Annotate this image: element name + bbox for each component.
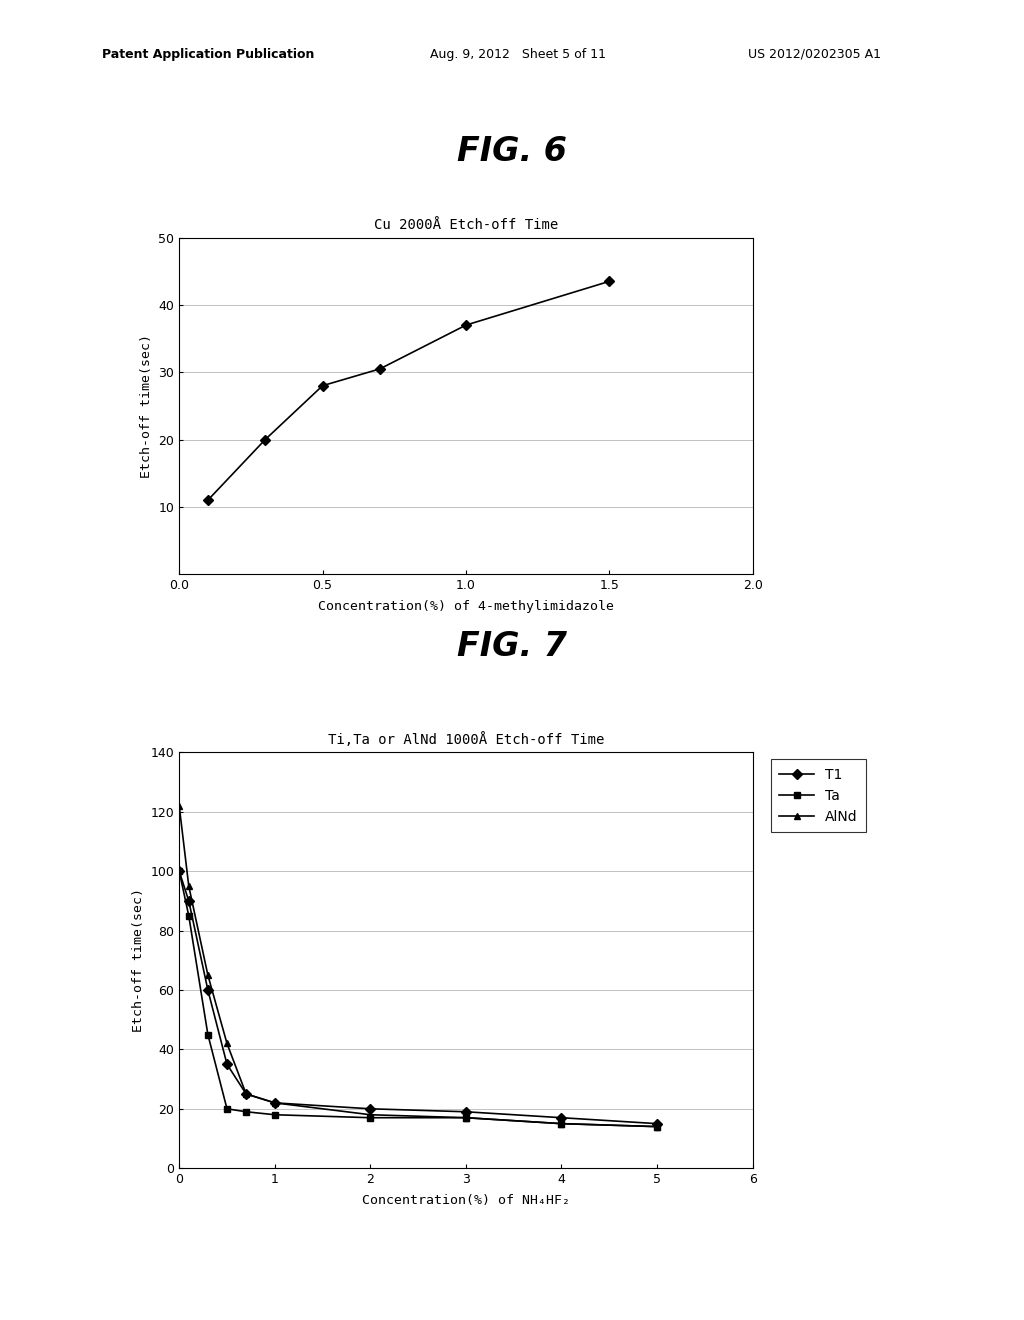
AlNd — [460, 1110, 472, 1126]
Ta — [182, 908, 195, 924]
T1 — [221, 1056, 233, 1072]
AlNd — [365, 1106, 377, 1122]
T1 — [182, 892, 195, 908]
Ta — [221, 1101, 233, 1117]
Y-axis label: Etch-off time(sec): Etch-off time(sec) — [140, 334, 153, 478]
AlNd — [240, 1086, 252, 1102]
X-axis label: Concentration(%) of 4-methylimidazole: Concentration(%) of 4-methylimidazole — [317, 601, 614, 614]
Ta — [460, 1110, 472, 1126]
AlNd — [555, 1115, 567, 1131]
AlNd — [202, 968, 214, 983]
Text: Patent Application Publication: Patent Application Publication — [102, 48, 314, 61]
AlNd — [651, 1118, 664, 1134]
Text: Aug. 9, 2012   Sheet 5 of 11: Aug. 9, 2012 Sheet 5 of 11 — [430, 48, 606, 61]
Title: Cu 2000Å Etch-off Time: Cu 2000Å Etch-off Time — [374, 218, 558, 232]
Legend: T1, Ta, AlNd: T1, Ta, AlNd — [771, 759, 866, 832]
AlNd — [182, 878, 195, 894]
Line: AlNd: AlNd — [176, 803, 660, 1130]
Ta — [555, 1115, 567, 1131]
T1 — [365, 1101, 377, 1117]
AlNd — [173, 797, 185, 813]
Line: T1: T1 — [176, 867, 660, 1127]
Ta — [240, 1104, 252, 1119]
T1 — [268, 1096, 281, 1111]
Ta — [202, 1027, 214, 1043]
T1 — [173, 863, 185, 879]
T1 — [555, 1110, 567, 1126]
Ta — [268, 1106, 281, 1122]
Text: FIG. 7: FIG. 7 — [457, 630, 567, 663]
Ta — [651, 1118, 664, 1134]
T1 — [202, 982, 214, 998]
Line: Ta: Ta — [176, 867, 660, 1130]
T1 — [651, 1115, 664, 1131]
Ta — [173, 863, 185, 879]
Text: FIG. 6: FIG. 6 — [457, 135, 567, 168]
Text: US 2012/0202305 A1: US 2012/0202305 A1 — [748, 48, 881, 61]
Ta — [365, 1110, 377, 1126]
X-axis label: Concentration(%) of NH₄HF₂: Concentration(%) of NH₄HF₂ — [361, 1195, 570, 1208]
T1 — [240, 1086, 252, 1102]
Title: Ti,Ta or AlNd 1000Å Etch-off Time: Ti,Ta or AlNd 1000Å Etch-off Time — [328, 733, 604, 747]
AlNd — [268, 1096, 281, 1111]
AlNd — [221, 1035, 233, 1051]
Y-axis label: Etch-off time(sec): Etch-off time(sec) — [132, 888, 145, 1032]
T1 — [460, 1104, 472, 1119]
